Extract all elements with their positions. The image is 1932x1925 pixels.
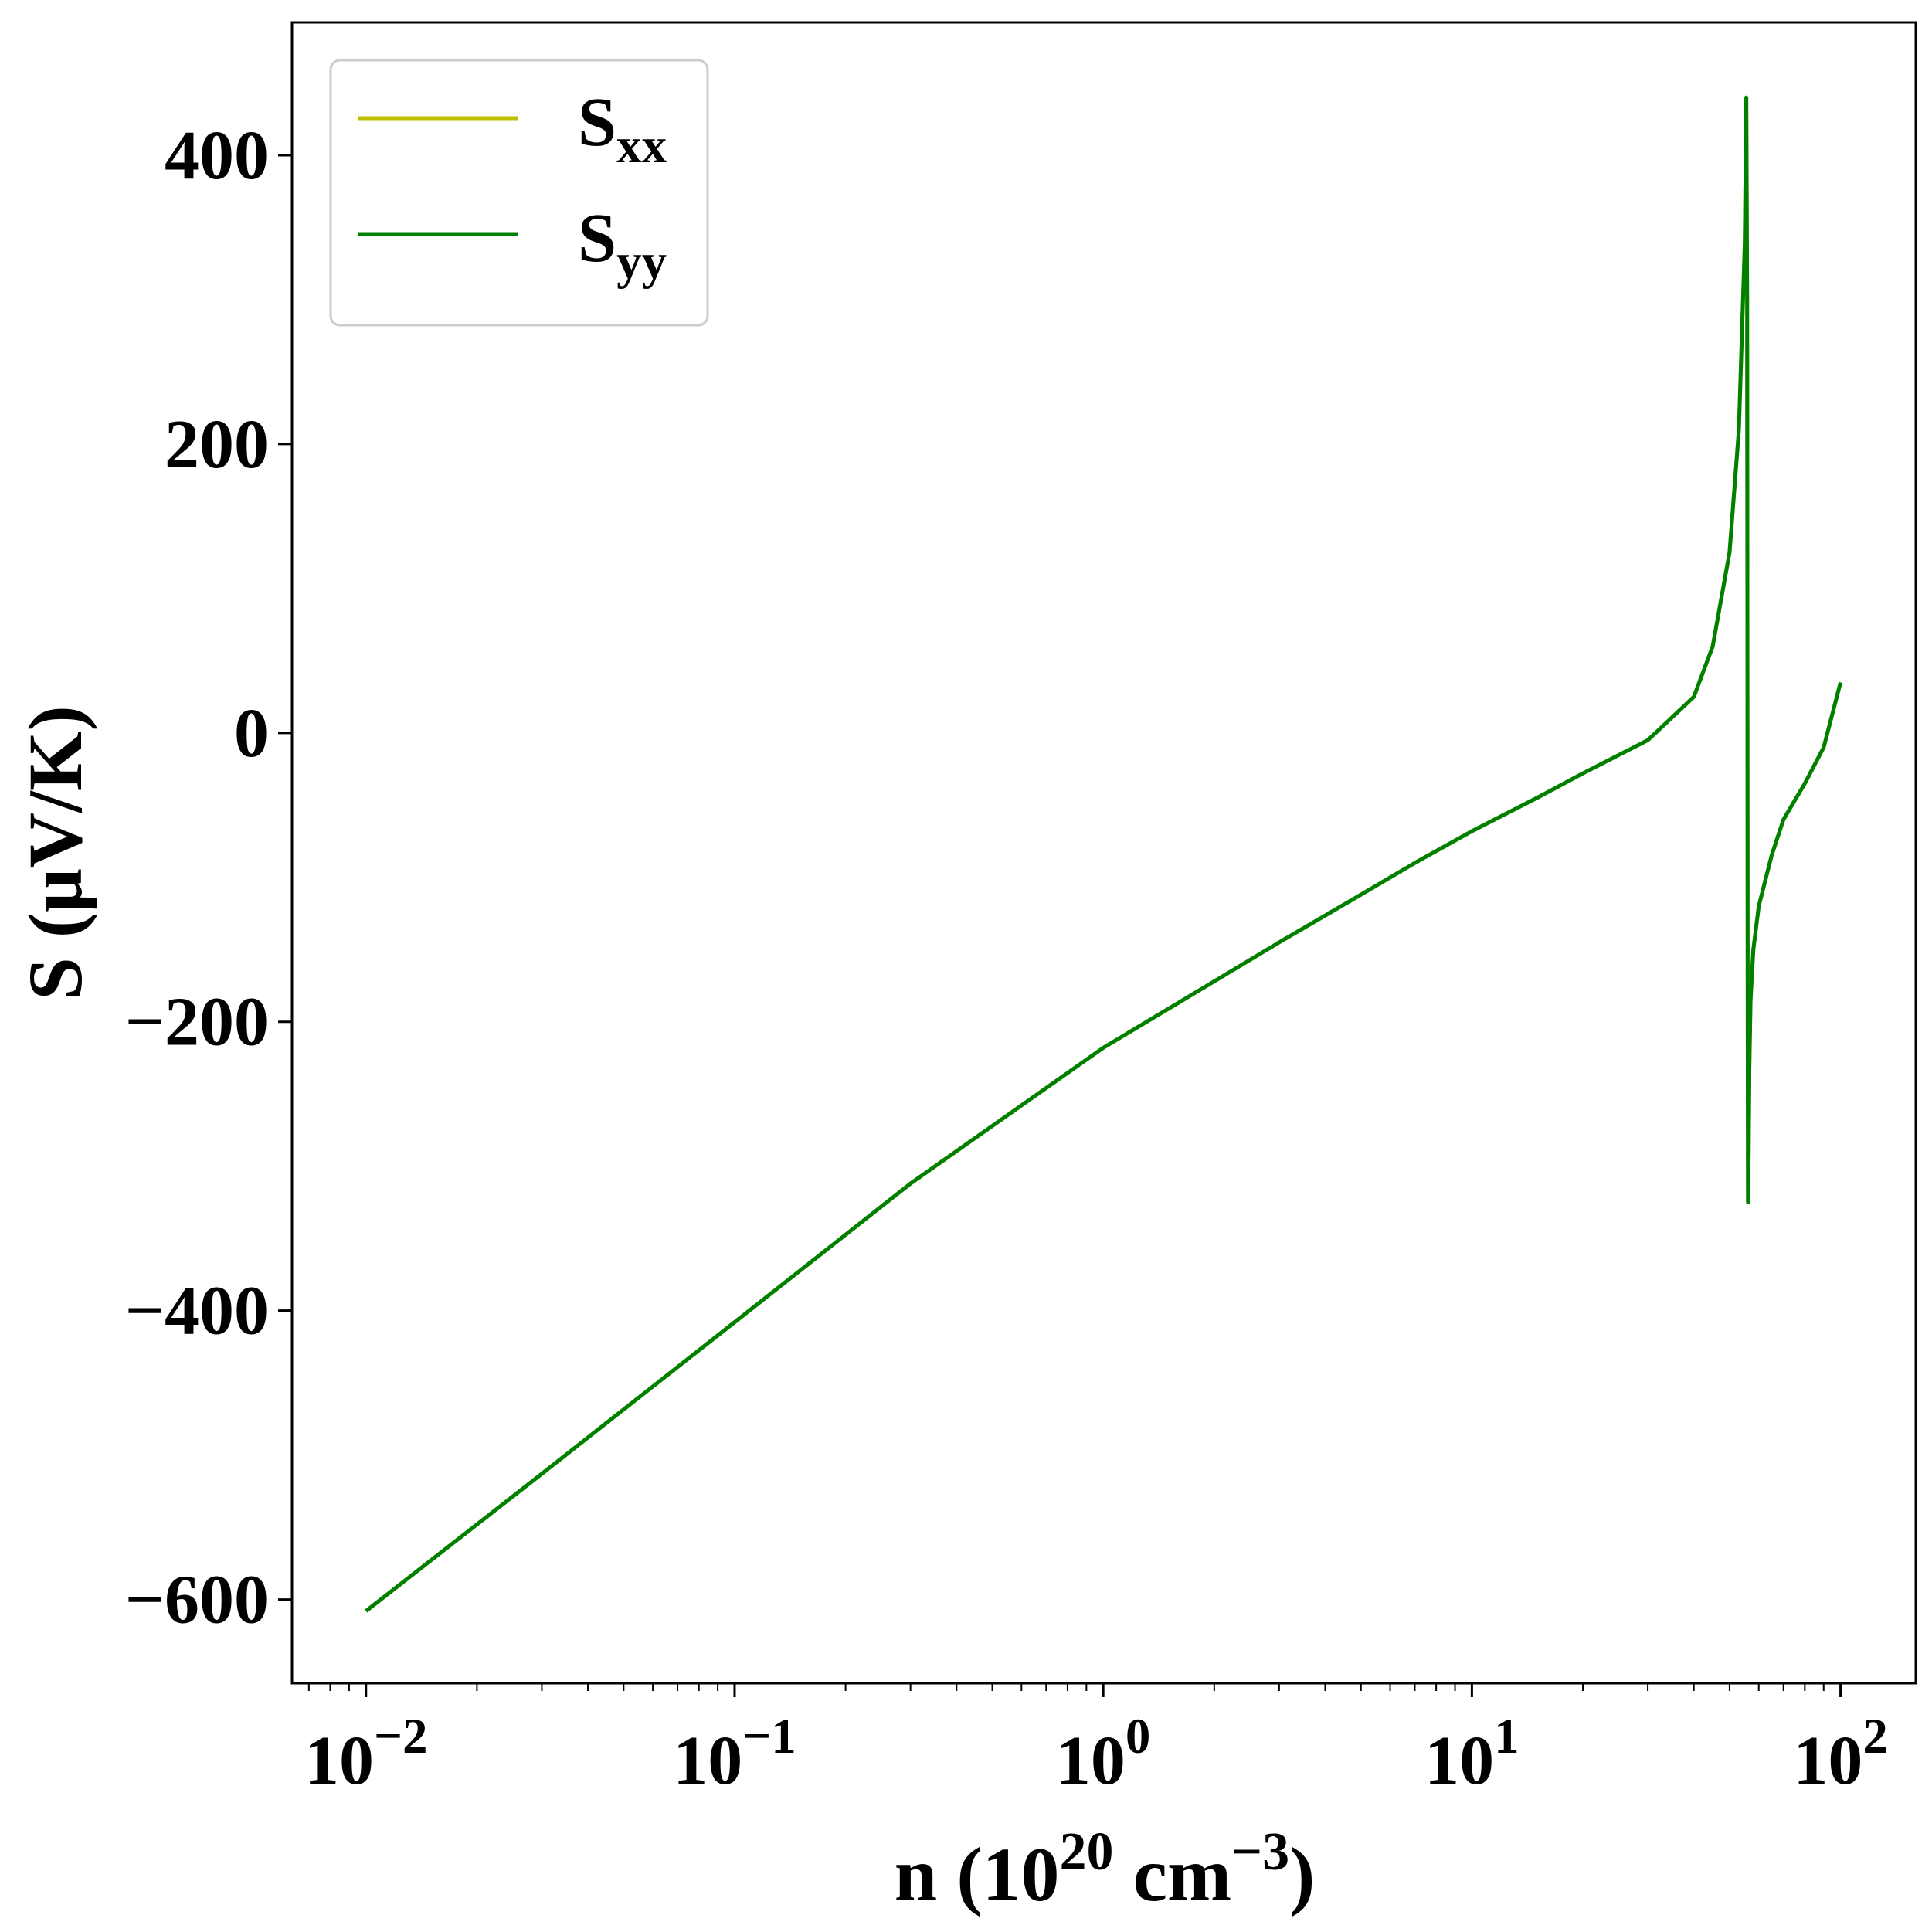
y-tick-label: 0 (234, 695, 269, 772)
x-axis-ticks: 10−2 10−1 100 101 102 (304, 1683, 1888, 1799)
y-tick-label: 200 (165, 406, 269, 483)
x-tick-label: 100 (1056, 1709, 1151, 1799)
x-tick-label: 102 (1793, 1709, 1888, 1799)
legend-box (329, 59, 709, 327)
y-tick-label: −600 (125, 1562, 269, 1638)
x-tick-label: 10−2 (304, 1709, 428, 1799)
x-tick-label: 101 (1424, 1709, 1519, 1799)
legend-label-syy: Syy (578, 200, 667, 290)
legend: Sxx Syy (329, 59, 709, 327)
y-axis-ticks: 400 200 0 −200 −400 −600 (125, 117, 292, 1638)
y-tick-label: −200 (125, 984, 269, 1061)
y-axis-label: S (μV/K) (12, 705, 98, 1000)
legend-label-sxx: Sxx (578, 84, 667, 174)
series-layer (365, 95, 1843, 1613)
x-axis-label: n (1020 cm−3) (895, 1822, 1316, 1917)
series-line-syy (365, 95, 1843, 1613)
y-tick-label: 400 (165, 117, 269, 194)
x-tick-label: 10−1 (673, 1709, 796, 1799)
y-tick-label: −400 (125, 1273, 269, 1350)
